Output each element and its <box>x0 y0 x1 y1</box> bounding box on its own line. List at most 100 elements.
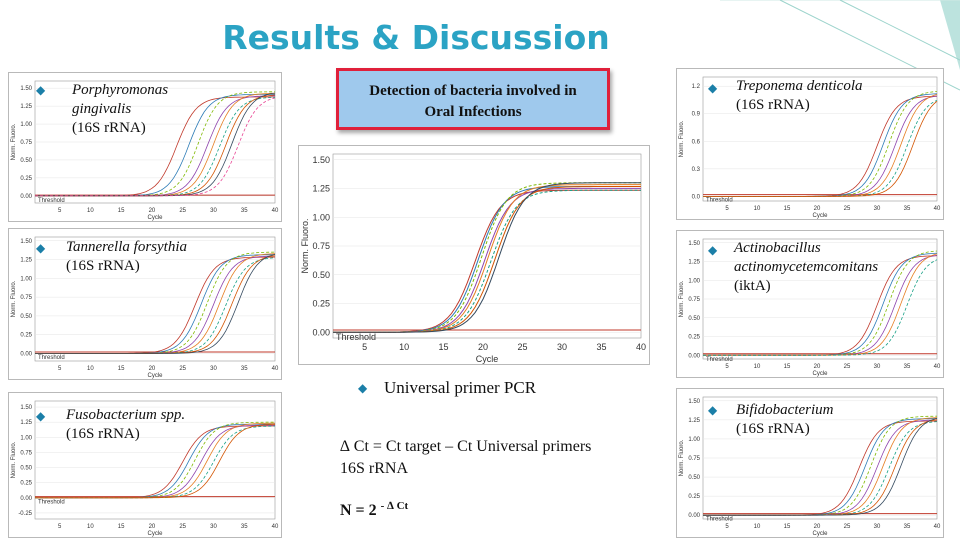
y-tick-label: 0.25 <box>312 299 330 309</box>
label-porphyromonas: Porphyromonas gingivalis (16S rRNA) <box>72 82 169 136</box>
y-tick-label: 0.00 <box>688 353 700 359</box>
x-tick-label: 30 <box>210 208 217 214</box>
x-tick-label: 20 <box>149 208 156 214</box>
x-tick-label: 5 <box>58 208 62 214</box>
y-tick-label: 1.00 <box>688 278 700 284</box>
threshold-label: Threshold <box>38 355 65 361</box>
threshold-label: Threshold <box>706 357 733 363</box>
x-tick-label: 40 <box>636 342 646 352</box>
y-tick-label: 0.75 <box>688 456 700 462</box>
y-tick-label: 0.75 <box>20 295 32 301</box>
y-tick-label: 0.50 <box>688 475 700 481</box>
y-tick-label: 1.25 <box>688 418 700 424</box>
x-axis-label: Cycle <box>147 215 163 221</box>
x-tick-label: 40 <box>934 206 941 212</box>
y-tick-label: 0.50 <box>20 314 32 320</box>
x-axis-label: Cycle <box>812 531 828 537</box>
x-tick-label: 10 <box>754 524 761 530</box>
x-tick-label: 25 <box>844 364 851 370</box>
x-tick-label: 40 <box>934 524 941 530</box>
y-tick-label: 0.3 <box>692 167 701 173</box>
x-tick-label: 20 <box>814 524 821 530</box>
chart-panel-treponema: 0.0 0.3 0.6 0.9 1.2 5 10 15 20 25 30 35 40 Cycle Norm.… <box>676 68 944 220</box>
x-axis-label: Cycle <box>476 354 499 364</box>
x-tick-label: 40 <box>934 364 941 370</box>
amplification-curve <box>703 417 938 516</box>
x-tick-label: 5 <box>58 366 62 372</box>
y-tick-label: 0.25 <box>20 176 32 182</box>
x-tick-label: 35 <box>241 524 248 530</box>
x-tick-label: 25 <box>179 208 186 214</box>
x-tick-label: 40 <box>272 208 279 214</box>
y-tick-label: 0.00 <box>20 351 32 357</box>
y-tick-label: 1.50 <box>688 241 700 247</box>
x-tick-label: 15 <box>118 524 125 530</box>
y-tick-label: -0.25 <box>18 511 32 517</box>
amplification-chart-fusobacterium: -0.25 0.00 0.25 0.50 0.75 1.00 1.25 1.50 5 10 15 20… <box>11 400 279 537</box>
y-tick-label: 1.00 <box>312 212 330 222</box>
plot-area <box>34 400 276 520</box>
x-tick-label: 10 <box>754 206 761 212</box>
x-tick-label: 30 <box>210 366 217 372</box>
label-fusobacterium: Fusobacterium spp. (16S rRNA) <box>66 407 186 442</box>
amplification-curve <box>333 182 641 333</box>
y-axis-label: Norm. Fluoro. <box>679 280 685 317</box>
x-tick-label: 10 <box>754 364 761 370</box>
amplification-chart-tannerella: 0.00 0.25 0.50 0.75 1.00 1.25 1.50 5 10 15 20 25 30 3… <box>11 236 279 379</box>
chart-panel-tannerella: 0.00 0.25 0.50 0.75 1.00 1.25 1.50 5 10 15 20 25 30 3… <box>8 228 282 380</box>
threshold-label: Threshold <box>336 332 376 342</box>
amplification-curve <box>703 259 938 356</box>
delta-ct-formula: ∆ Ct = Ct target – Ct Universal primers … <box>340 438 592 477</box>
universal-primer-label: Universal primer PCR <box>384 378 537 397</box>
y-tick-label: 1.2 <box>692 84 701 90</box>
x-axis-label: Cycle <box>147 531 163 537</box>
x-tick-label: 40 <box>272 524 279 530</box>
threshold-label: Threshold <box>38 500 65 506</box>
amplification-chart-treponema: 0.0 0.3 0.6 0.9 1.2 5 10 15 20 25 30 35 40 Cycle Norm.… <box>679 76 941 219</box>
y-tick-label: 0.6 <box>692 139 701 145</box>
bullet-icon: ◆ <box>708 243 718 257</box>
x-tick-label: 15 <box>784 206 791 212</box>
y-tick-label: 0.25 <box>688 335 700 341</box>
amplification-chart-bifidobacterium: 0.00 0.25 0.50 0.75 1.00 1.25 1.50 5 10 15 20 25 30 3… <box>679 396 941 537</box>
y-axis-label: Norm. Fluoro. <box>679 120 685 157</box>
label-bifidobacterium: Bifidobacterium (16S rRNA) <box>736 402 834 437</box>
y-tick-label: 1.25 <box>312 184 330 194</box>
y-tick-label: 1.25 <box>688 260 700 266</box>
bullet-icon: ◆ <box>36 241 46 255</box>
x-tick-label: 30 <box>557 342 567 352</box>
y-axis-label: Norm. Fluoro. <box>11 280 17 317</box>
threshold-label: Threshold <box>706 198 733 204</box>
x-tick-label: 10 <box>399 342 409 352</box>
y-tick-label: 1.25 <box>20 420 32 426</box>
x-tick-label: 35 <box>241 366 248 372</box>
chart-panel-bifidobacterium: 0.00 0.25 0.50 0.75 1.00 1.25 1.50 5 10 15 20 25 30 3… <box>676 388 944 538</box>
x-tick-label: 30 <box>874 206 881 212</box>
chart-panel-universal: 0.00 0.25 0.50 0.75 1.00 1.25 1.50 5 10 15 20 25 30 3… <box>298 145 650 365</box>
label-tannerella: Tannerella forsythia (16S rRNA) <box>66 239 187 274</box>
y-tick-label: 0.25 <box>20 333 32 339</box>
amplification-chart-universal: 0.00 0.25 0.50 0.75 1.00 1.25 1.50 5 10 15 20 25 30 3… <box>300 153 646 364</box>
bullet-icon: ◆ <box>36 83 46 97</box>
x-tick-label: 5 <box>362 342 367 352</box>
y-tick-label: 0.50 <box>20 466 32 472</box>
y-tick-label: 1.00 <box>20 122 32 128</box>
x-tick-label: 35 <box>597 342 607 352</box>
x-tick-label: 15 <box>118 208 125 214</box>
y-tick-label: 1.25 <box>20 258 32 264</box>
y-axis-label: Norm. Fluoro. <box>300 218 310 273</box>
bullet-icon: ◆ <box>36 409 46 423</box>
x-tick-label: 5 <box>725 524 729 530</box>
y-tick-label: 0.25 <box>20 481 32 487</box>
x-tick-label: 25 <box>844 524 851 530</box>
x-tick-label: 15 <box>439 342 449 352</box>
x-axis-label: Cycle <box>147 373 163 379</box>
chart-panel-fusobacterium: -0.25 0.00 0.25 0.50 0.75 1.00 1.25 1.50 5 10 15 20… <box>8 392 282 538</box>
x-tick-label: 30 <box>874 524 881 530</box>
amplification-curve <box>703 100 938 197</box>
amplification-chart-actinobacillus: 0.00 0.25 0.50 0.75 1.00 1.25 1.50 5 10 15 20 25 30 3… <box>679 238 941 377</box>
bullet-icon: ◆ <box>708 403 718 417</box>
y-tick-label: 0.50 <box>688 316 700 322</box>
x-tick-label: 5 <box>725 364 729 370</box>
y-tick-label: 1.50 <box>688 399 700 405</box>
